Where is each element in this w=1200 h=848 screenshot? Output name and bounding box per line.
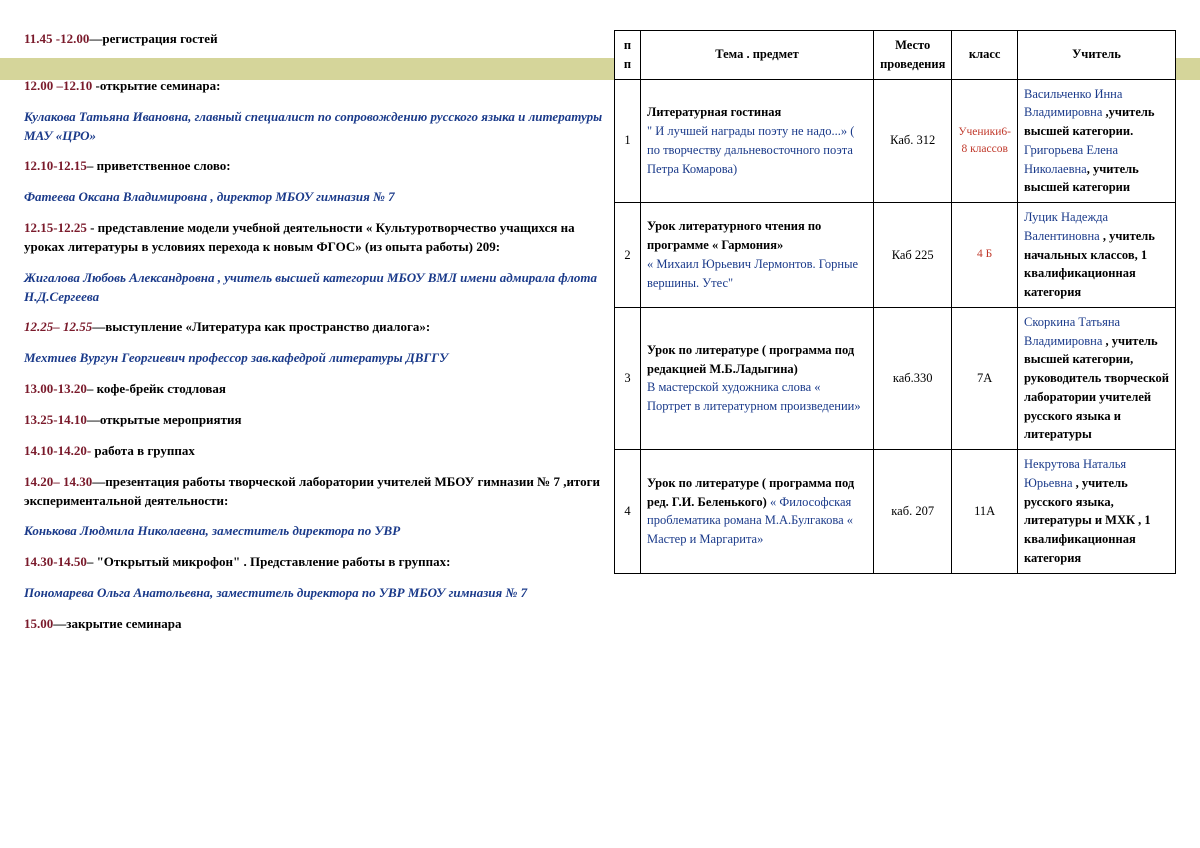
schedule-item: 14.10-14.20- работа в группах: [24, 442, 604, 461]
speaker-name: Мехтиев Вургун Георгиевич профессор зав.…: [24, 349, 604, 368]
cell-num: 3: [615, 307, 641, 449]
time-label: 12.00 –12.10: [24, 78, 96, 93]
cell-topic: Литературная гостиная " И лучшей награды…: [641, 79, 874, 203]
event-text: —регистрация гостей: [89, 31, 217, 46]
event-text: -открытие семинара:: [96, 78, 221, 93]
table-row: 2 Урок литературного чтения по программе…: [615, 203, 1176, 308]
col-header-topic: Тема . предмет: [641, 31, 874, 80]
teacher-role: , учитель высшей категории, руководитель…: [1024, 334, 1169, 442]
schedule-item: 15.00—закрытие семинара: [24, 615, 604, 634]
cell-num: 4: [615, 450, 641, 574]
topic-detail: « Михаил Юрьевич Лермонтов. Горные верши…: [647, 257, 858, 290]
cell-num: 2: [615, 203, 641, 308]
speaker-name: Конькова Людмила Николаевна, заместитель…: [24, 522, 604, 541]
speaker-name: Жигалова Любовь Александровна , учитель …: [24, 269, 604, 307]
time-label: 15.00: [24, 616, 53, 631]
topic-title: Урок литературного чтения по программе «…: [647, 219, 821, 252]
time-label: 12.15-12.25: [24, 220, 90, 235]
schedule-item: 14.30-14.50– "Открытый микрофон" . Предс…: [24, 553, 604, 572]
cell-topic: Урок литературного чтения по программе «…: [641, 203, 874, 308]
table-column: п п Тема . предмет Место проведения клас…: [614, 30, 1176, 646]
cell-class: 7А: [952, 307, 1018, 449]
event-text: - представление модели учебной деятельно…: [24, 220, 575, 254]
topic-title: Литературная гостиная: [647, 105, 781, 119]
cell-place: Каб. 312: [874, 79, 952, 203]
cell-place: каб.330: [874, 307, 952, 449]
time-label: 12.25– 12.55: [24, 319, 92, 334]
lessons-table: п п Тема . предмет Место проведения клас…: [614, 30, 1176, 574]
table-row: 4 Урок по литературе ( программа под ред…: [615, 450, 1176, 574]
table-row: 1 Литературная гостиная " И лучшей награ…: [615, 79, 1176, 203]
table-row: 3 Урок по литературе ( программа под ред…: [615, 307, 1176, 449]
topic-title: Урок по литературе ( программа под редак…: [647, 343, 854, 376]
time-label: 14.20– 14.30: [24, 474, 92, 489]
time-label: 13.00-13.20: [24, 381, 87, 396]
cell-teacher: Некрутова Наталья Юрьевна , учитель русс…: [1018, 450, 1176, 574]
cell-place: Каб 225: [874, 203, 952, 308]
speaker-name: Фатеева Оксана Владимировна , директор М…: [24, 188, 604, 207]
time-label: 14.10-14.20-: [24, 443, 94, 458]
page-content: 11.45 -12.00—регистрация гостей 12.00 –1…: [0, 0, 1200, 666]
schedule-item: 11.45 -12.00—регистрация гостей: [24, 30, 604, 49]
time-label: 11.45 -12.00: [24, 31, 89, 46]
event-text: —выступление «Литература как пространств…: [92, 319, 430, 334]
cell-class: Ученики6- 8 классов: [952, 79, 1018, 203]
event-text: – приветственное слово:: [87, 158, 231, 173]
col-header-class: класс: [952, 31, 1018, 80]
topic-detail: " И лучшей награды поэту не надо...» ( п…: [647, 124, 854, 176]
schedule-item: 13.25-14.10—открытые мероприятия: [24, 411, 604, 430]
schedule-column: 11.45 -12.00—регистрация гостей 12.00 –1…: [24, 30, 614, 646]
event-text: —закрытие семинара: [53, 616, 181, 631]
event-text: работа в группах: [94, 443, 194, 458]
col-header-num: п п: [615, 31, 641, 80]
cell-topic: Урок по литературе ( программа под ред. …: [641, 450, 874, 574]
time-label: 13.25-14.10: [24, 412, 87, 427]
cell-num: 1: [615, 79, 641, 203]
cell-class: 11А: [952, 450, 1018, 574]
schedule-item: 14.20– 14.30—презентация работы творческ…: [24, 473, 604, 511]
cell-place: каб. 207: [874, 450, 952, 574]
schedule-item: 12.10-12.15– приветственное слово:: [24, 157, 604, 176]
event-text: – кофе-брейк стодловая: [87, 381, 226, 396]
speaker-name: Кулакова Татьяна Ивановна, главный специ…: [24, 108, 604, 146]
time-label: 12.10-12.15: [24, 158, 87, 173]
col-header-place: Место проведения: [874, 31, 952, 80]
cell-teacher: Луцик Надежда Валентиновна , учитель нач…: [1018, 203, 1176, 308]
event-text: —презентация работы творческой лаборатор…: [24, 474, 600, 508]
schedule-item: 13.00-13.20– кофе-брейк стодловая: [24, 380, 604, 399]
time-label: 14.30-14.50: [24, 554, 87, 569]
speaker-name: Пономарева Ольга Анатольевна, заместител…: [24, 584, 604, 603]
schedule-item: 12.00 –12.10 -открытие семинара:: [24, 77, 604, 96]
event-text: —открытые мероприятия: [87, 412, 242, 427]
event-text: – "Открытый микрофон" . Представление ра…: [87, 554, 451, 569]
schedule-item: 12.25– 12.55—выступление «Литература как…: [24, 318, 604, 337]
cell-topic: Урок по литературе ( программа под редак…: [641, 307, 874, 449]
cell-teacher: Скоркина Татьяна Владимировна , учитель …: [1018, 307, 1176, 449]
schedule-item: 12.15-12.25 - представление модели учебн…: [24, 219, 604, 257]
cell-teacher: Васильченко Инна Владимировна ,учитель в…: [1018, 79, 1176, 203]
col-header-teacher: Учитель: [1018, 31, 1176, 80]
table-header-row: п п Тема . предмет Место проведения клас…: [615, 31, 1176, 80]
cell-class: 4 Б: [952, 203, 1018, 308]
topic-detail: В мастерской художника слова « Портрет в…: [647, 380, 861, 413]
teacher-name: Луцик Надежда Валентиновна: [1024, 210, 1108, 243]
